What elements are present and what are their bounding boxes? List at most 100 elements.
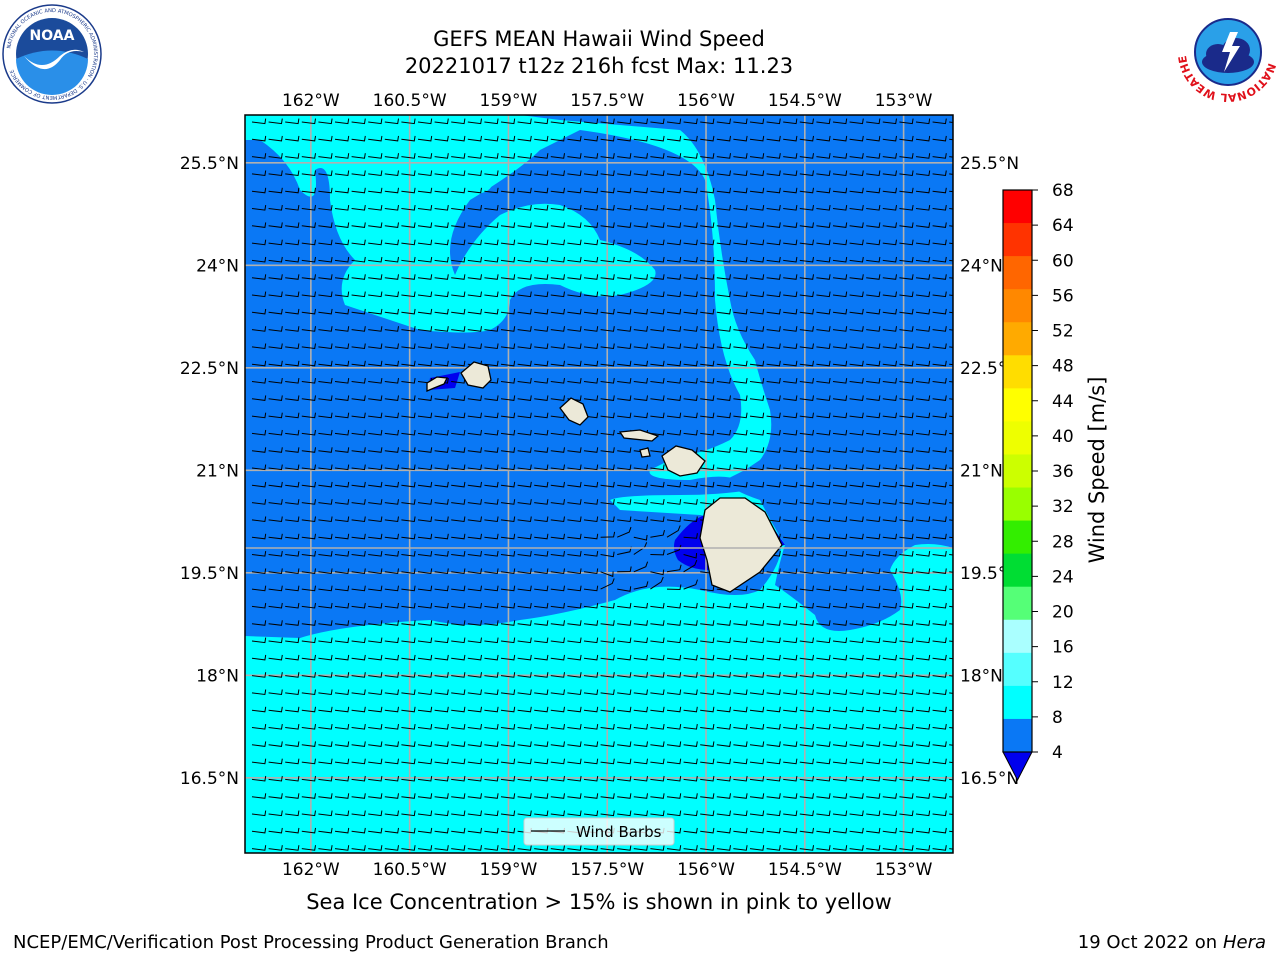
wind-barb-887 xyxy=(700,464,715,471)
wind-barb-1230 xyxy=(683,602,698,609)
wind-barb-1207 xyxy=(301,602,316,609)
wind-barb-1832 xyxy=(683,845,698,851)
colorbar-segment-7 xyxy=(1003,421,1032,455)
wind-barb-1051 xyxy=(567,533,582,540)
wind-barb-345 xyxy=(268,256,283,263)
wind-barb-92 xyxy=(351,153,366,159)
wind-barb-98 xyxy=(451,153,466,159)
lon-ticks-top: 162°W 160.5°W 159°W 157.5°W 156°W 154.5°W 153°… xyxy=(282,91,933,111)
wind-barb-1314 xyxy=(650,637,665,644)
wind-barb-361 xyxy=(534,256,549,263)
wind-barb-322 xyxy=(600,239,615,246)
wind-barb-272 xyxy=(484,222,499,228)
wind-barb-1679 xyxy=(285,793,300,799)
wind-barb-867 xyxy=(368,464,383,471)
wind-barb-1162 xyxy=(268,585,283,592)
wind-barb-1339 xyxy=(351,654,366,661)
wind-barb-977 xyxy=(766,499,781,505)
wind-barb-1598 xyxy=(368,758,383,765)
wind-barb-360 xyxy=(517,256,532,263)
island-hawaii xyxy=(699,497,783,593)
wind-barb-1458 xyxy=(899,689,914,696)
wind-barb-1515 xyxy=(417,724,433,730)
wind-barb-623 xyxy=(600,360,615,367)
wind-barb-1752 xyxy=(783,810,798,817)
wind-barb-1280 xyxy=(799,620,814,626)
wind-barb-1033 xyxy=(268,533,283,540)
wind-barb-1402 xyxy=(683,672,698,678)
wind-barb-488 xyxy=(500,308,516,315)
wind-barb-315 xyxy=(484,239,499,246)
wind-barb-338 xyxy=(866,239,881,246)
wind-barb-428 xyxy=(932,274,947,280)
wind-barb-1435 xyxy=(517,689,532,696)
wind-barb-608 xyxy=(351,360,366,367)
wind-barb-377 xyxy=(799,256,814,263)
wind-barb-1330 xyxy=(915,637,931,644)
wind-barb-1455 xyxy=(849,689,864,696)
wind-barb-1557 xyxy=(401,741,416,747)
wind-barb-1662 xyxy=(716,775,731,782)
wind-barb-995 xyxy=(351,516,366,523)
colorbar-tick-2: 60 xyxy=(1052,251,1074,271)
wind-barb-1214 xyxy=(417,602,433,609)
wind-barb-452 xyxy=(617,291,632,298)
wind-barb-45 xyxy=(285,135,300,142)
wind-barb-1228 xyxy=(650,602,665,609)
wind-barb-1703 xyxy=(683,793,698,799)
wind-barb-411 xyxy=(650,274,665,280)
wind-barb-1326 xyxy=(849,637,864,644)
wind-barb-1581 xyxy=(799,741,814,747)
wind-barb-1467 xyxy=(334,706,350,713)
wind-barb-224 xyxy=(401,205,416,211)
wind-barb-1294 xyxy=(318,637,333,644)
lon-tick-bottom-6: 153°W xyxy=(875,860,933,880)
wind-barb-1587 xyxy=(899,741,914,747)
wind-barb-180 xyxy=(384,187,399,194)
wind-barb-1483 xyxy=(600,706,615,713)
wind-barb-53 xyxy=(417,135,433,142)
wind-barb-1417 xyxy=(932,672,947,678)
wind-barb-921 xyxy=(550,481,565,488)
wind-barb-216 xyxy=(268,205,283,211)
wind-barb-412 xyxy=(666,274,682,280)
wind-barb-967 xyxy=(600,499,615,505)
wind-barb-1379 xyxy=(301,672,316,678)
wind-barb-1090 xyxy=(500,551,516,557)
wind-barb-1298 xyxy=(384,637,399,644)
wind-barb-968 xyxy=(617,499,632,505)
wind-barb-915 xyxy=(451,481,466,488)
wind-barb-1220 xyxy=(517,602,532,609)
wind-barb-1137 xyxy=(567,568,582,574)
wind-barb-1345 xyxy=(451,654,466,661)
wind-barb-37 xyxy=(866,118,881,125)
wind-barb-1206 xyxy=(285,602,300,609)
wind-barb-1403 xyxy=(700,672,715,678)
lon-tick-top-4: 156°W xyxy=(677,91,735,111)
wind-barb-206 xyxy=(816,187,831,194)
wind-barb-1354 xyxy=(600,654,615,661)
wind-barb-1006 xyxy=(534,516,549,523)
wind-barb-1640 xyxy=(351,775,366,782)
wind-barb-986 xyxy=(915,499,931,505)
wind-barb-153 xyxy=(650,170,665,177)
wind-barb-691 xyxy=(301,395,316,401)
wind-barb-690 xyxy=(285,395,300,401)
wind-barb-1303 xyxy=(467,637,482,644)
wind-barb-819 xyxy=(285,447,300,453)
wind-barb-1571 xyxy=(633,741,648,747)
wind-barb-242 xyxy=(700,205,715,211)
wind-barb-1143 xyxy=(666,564,682,573)
wind-barb-116 xyxy=(749,153,765,159)
wind-barb-1032 xyxy=(251,533,267,540)
wind-barb-1261 xyxy=(484,620,499,626)
wind-barb-83 xyxy=(915,135,931,142)
wind-barb-1764 xyxy=(268,827,283,834)
wind-barb-1107 xyxy=(783,551,798,557)
wind-barb-456 xyxy=(683,291,698,298)
wind-barb-268 xyxy=(417,222,433,228)
wind-barb-1269 xyxy=(617,620,632,626)
wind-barb-454 xyxy=(650,291,665,298)
wind-barb-1150 xyxy=(783,568,798,574)
wind-barb-949 xyxy=(301,499,316,505)
